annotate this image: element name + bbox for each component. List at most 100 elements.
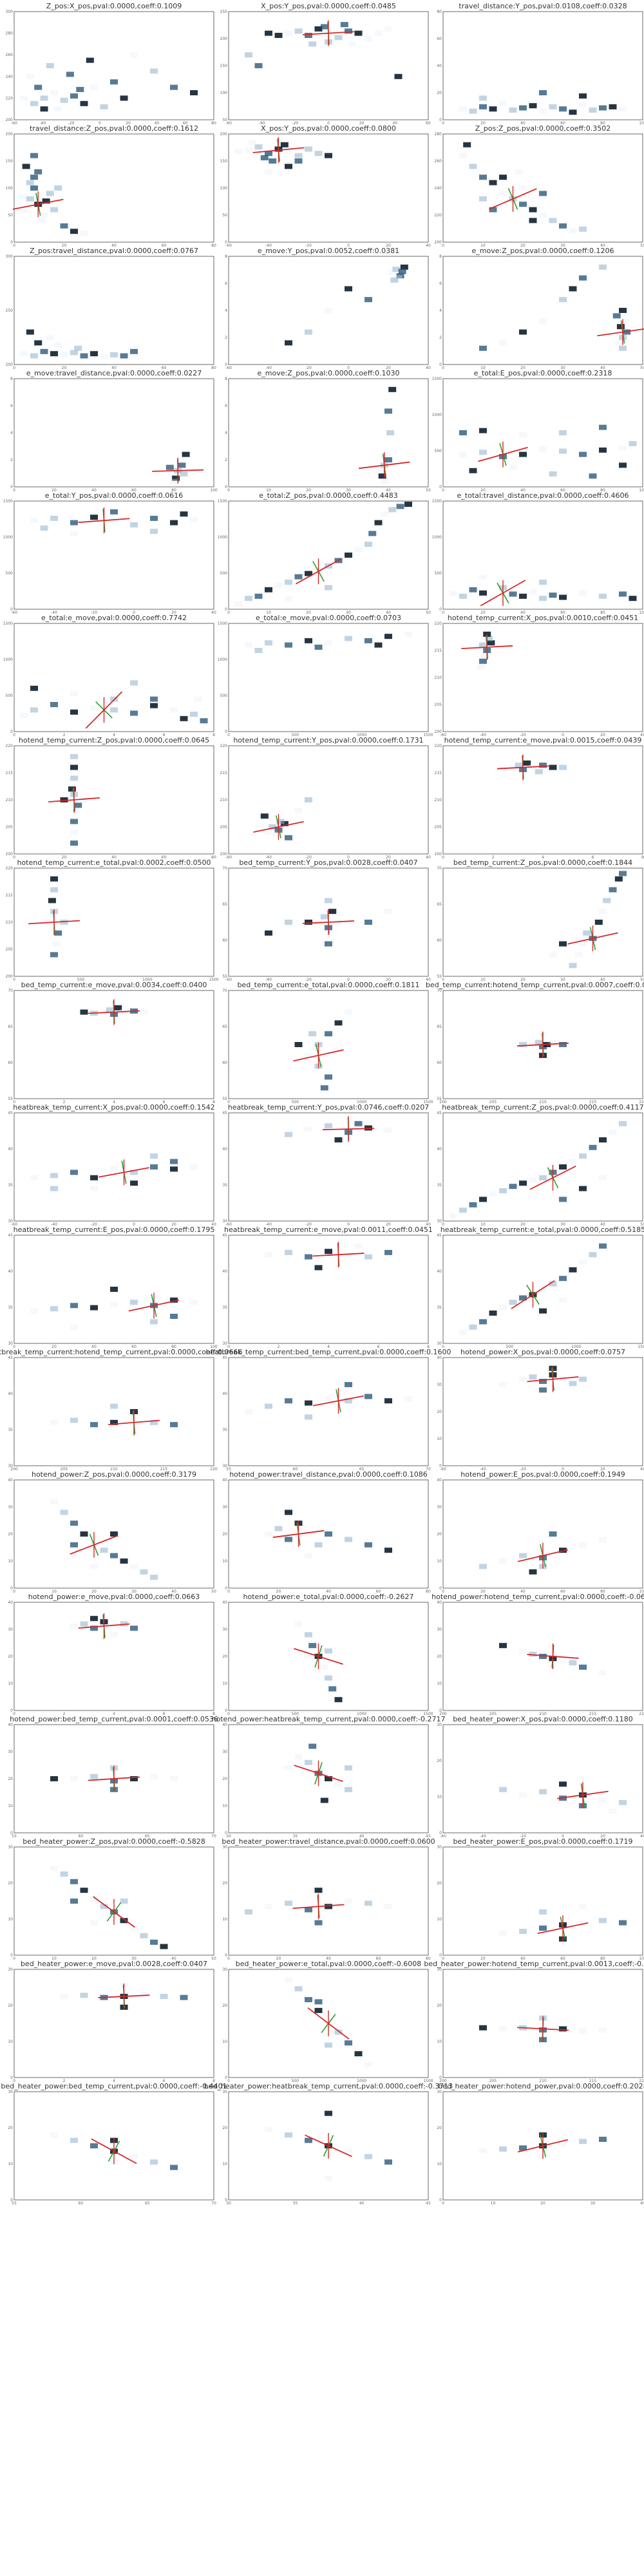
x-tick-label: 0: [227, 1956, 230, 1961]
x-tick-label: 70: [211, 1834, 216, 1839]
density-cell: [110, 1287, 118, 1292]
density-cell: [86, 57, 94, 63]
density-cell: [50, 887, 58, 893]
x-tick-label: 0: [227, 488, 230, 493]
x-tick-label: -40: [480, 1834, 486, 1839]
density-cell: [180, 1994, 188, 2000]
chart-panel: heatbreak_temp_current:Z_pos,pval:0.0000…: [431, 1103, 644, 1227]
x-tick-label: 30: [560, 366, 565, 370]
y-tick-label: 10: [437, 1917, 442, 1922]
density-cell: [614, 340, 623, 346]
density-cell: [559, 764, 567, 770]
density-cell: [569, 109, 577, 115]
density-cell: [70, 520, 78, 526]
x-tick-label: -60: [225, 243, 232, 248]
y-tick-label: 10: [437, 2162, 442, 2166]
density-cell: [365, 1900, 372, 1906]
x-tick-label: 40: [520, 1589, 526, 1594]
y-tick-label: 300: [6, 10, 14, 14]
density-cell: [20, 95, 28, 101]
x-tick-label: 55: [12, 2201, 17, 2206]
density-cell: [40, 348, 48, 354]
x-tick-label: 205: [489, 1100, 497, 1104]
density-cell: [150, 703, 158, 708]
density-cell: [523, 760, 531, 766]
density-cell: [599, 1243, 607, 1249]
density-cell: [449, 590, 457, 596]
y-tick-label: 40: [8, 1723, 13, 1727]
x-tick-label: 100: [639, 488, 644, 493]
density-cell: [70, 350, 78, 355]
y-tick-label: 220: [435, 621, 442, 626]
density-cell: [130, 1300, 138, 1305]
x-tick-label: 0: [442, 1589, 444, 1594]
density-cell: [38, 218, 46, 223]
chart-title: heatbreak_temp_current:E_pos,pval:0.0000…: [14, 1226, 215, 1234]
density-cell: [280, 820, 289, 826]
y-tick-label: 10: [8, 1804, 13, 1808]
density-cell: [34, 169, 43, 175]
density-cell: [166, 464, 174, 470]
y-tick-label: 10: [222, 1804, 227, 1808]
y-tick-label: 0: [10, 1709, 13, 1713]
y-tick-label: 4: [439, 308, 442, 313]
y-tick-label: 40: [437, 1356, 442, 1360]
x-tick-label: 1500: [209, 978, 218, 982]
x-tick-label: 30: [560, 1222, 565, 1227]
density-cell: [579, 1542, 587, 1548]
density-cell: [150, 1153, 158, 1159]
density-cell: [599, 2136, 607, 2142]
x-tick-label: 40: [640, 1834, 644, 1839]
density-cell: [539, 1387, 547, 1393]
density-cell: [519, 593, 527, 599]
y-tick-label: 30: [8, 1219, 13, 1224]
x-tick-label: 0: [99, 121, 101, 126]
x-tick-label: 10: [266, 488, 271, 493]
y-tick-label: 30: [8, 1967, 13, 1972]
density-cell: [519, 1929, 527, 1935]
density-cell: [629, 596, 637, 601]
x-tick-label: 0: [347, 1222, 350, 1227]
chart-svg: hotend_power:heatbreak_temp_current,pval…: [212, 1715, 446, 1839]
chart-title: hotend_temp_current:e_move,pval:0.0015,c…: [444, 736, 642, 744]
x-tick-label: 20: [52, 1345, 57, 1349]
x-tick-label: 0: [227, 1712, 230, 1716]
chart-panel: Z_pos:X_pos,pval:0.0000,coeff:0.1009 -60 -…: [3, 2, 216, 126]
density-cell: [487, 640, 495, 646]
chart-title: heatbreak_temp_current:Z_pos,pval:0.0000…: [442, 1103, 643, 1112]
y-tick-label: 0: [439, 1831, 442, 1835]
density-cell: [479, 1197, 487, 1202]
density-cell: [479, 428, 487, 433]
density-cell: [60, 920, 68, 925]
y-tick-label: 50: [222, 213, 227, 218]
density-cell: [559, 1658, 567, 1663]
density-cell: [70, 229, 78, 234]
y-tick-label: 80: [437, 10, 442, 14]
chart-title: bed_heater_power:hotend_temp_current,pva…: [424, 1960, 644, 1968]
chart-panel: bed_heater_power:hotend_temp_current,pva…: [424, 1960, 644, 2084]
density-cell: [170, 84, 178, 90]
y-tick-label: 40: [222, 1478, 227, 1482]
x-tick-label: -20: [305, 366, 312, 370]
density-cell: [459, 106, 467, 112]
x-tick-label: 65: [145, 1834, 150, 1839]
y-tick-label: 60: [8, 1061, 13, 1065]
density-cell: [50, 515, 58, 521]
density-cell: [314, 151, 323, 156]
density-cell: [70, 753, 78, 759]
density-cell: [160, 1944, 168, 1949]
density-cell: [254, 63, 263, 68]
density-cell: [150, 1319, 158, 1325]
density-cell: [559, 1376, 567, 1382]
density-cell: [50, 876, 58, 882]
density-cell: [314, 1888, 323, 1893]
chart-panel: X_pos:Y_pos,pval:0.0000,coeff:0.0800 -60 -…: [217, 124, 431, 249]
y-tick-label: 1000: [218, 535, 227, 540]
density-cell: [30, 175, 38, 180]
y-tick-label: 55: [222, 1097, 227, 1101]
y-tick-label: 30: [8, 1505, 13, 1510]
x-tick-label: 205: [489, 1712, 497, 1716]
density-cell: [365, 297, 372, 303]
x-tick-label: 60: [376, 1956, 381, 1961]
chart-panel: hotend_power:Z_pos,pval:0.0000,coeff:0.3…: [3, 1470, 216, 1595]
